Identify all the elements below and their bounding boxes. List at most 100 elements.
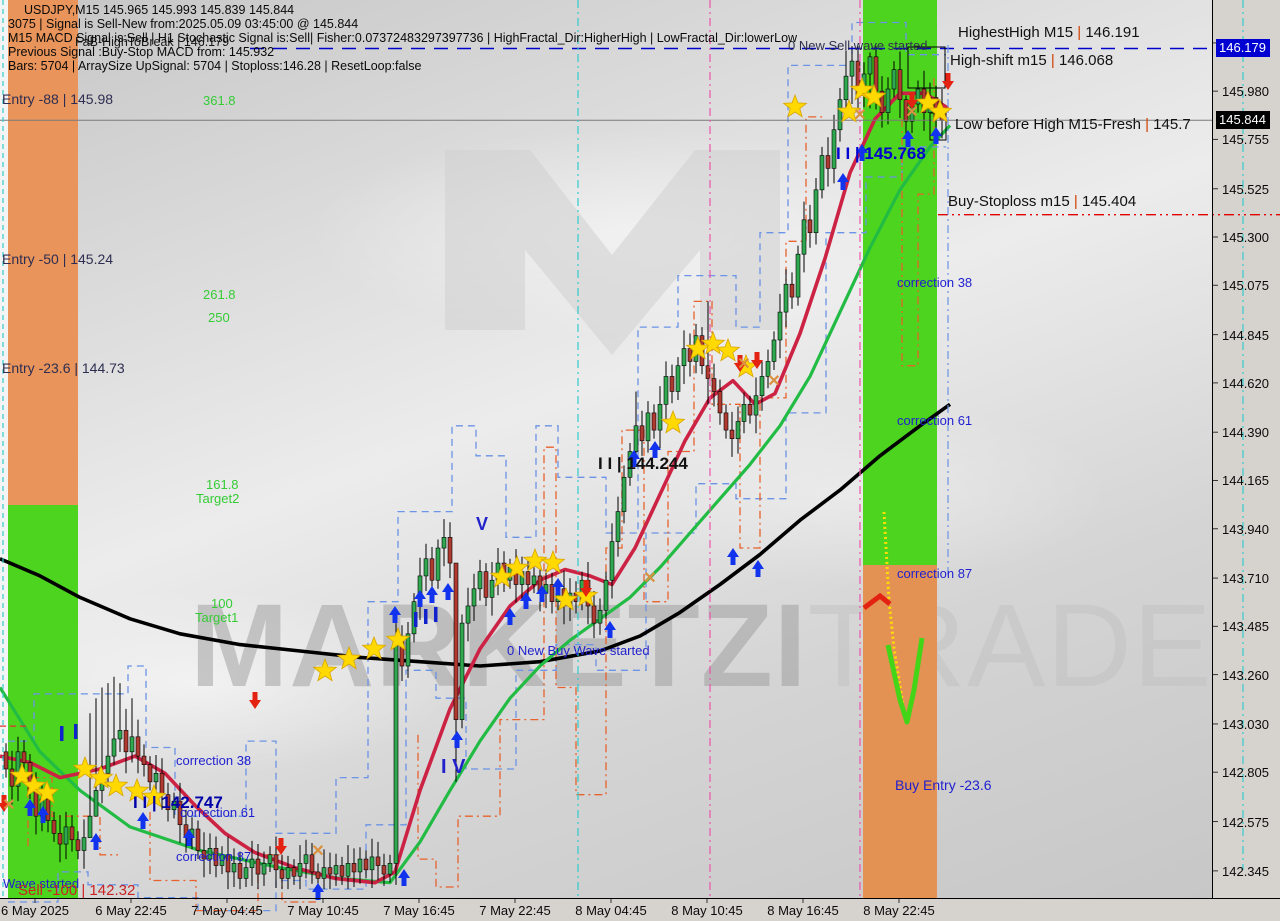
star-signal-icon xyxy=(700,330,726,355)
candle-body xyxy=(795,253,801,298)
candle-body xyxy=(345,863,351,877)
candle-body xyxy=(393,639,399,864)
candle-body xyxy=(207,848,213,860)
candle-body xyxy=(243,867,249,879)
sell-arrow-icon xyxy=(580,580,592,597)
star-signal-icon xyxy=(312,657,338,682)
candle-body xyxy=(807,219,813,234)
candle-body xyxy=(747,404,753,416)
candle-body xyxy=(159,772,165,796)
candle-body xyxy=(219,854,225,866)
signal-status-line: 3075 | Signal is Sell-New from:2025.05.0… xyxy=(8,17,359,31)
candle-body xyxy=(111,738,117,757)
candle-body xyxy=(723,412,729,431)
star-signal-icon xyxy=(849,76,875,101)
candle-body xyxy=(249,858,255,868)
correction-path-line xyxy=(27,776,118,856)
candle-body xyxy=(435,547,441,581)
candle-body xyxy=(609,541,615,581)
candle-body xyxy=(297,863,303,877)
candle-body xyxy=(135,736,141,757)
x-mark-icon: ✕ xyxy=(905,104,918,121)
candle-body xyxy=(669,376,675,392)
candle-body xyxy=(117,730,123,740)
fractal-channel-line xyxy=(8,146,946,912)
wave-count-bar xyxy=(424,609,428,624)
previous-signal-line: Previous Signal :Buy-Stop MACD from: 145… xyxy=(8,45,275,59)
buy-arrow-icon xyxy=(389,606,401,623)
star-signal-icon xyxy=(9,762,35,787)
candle-body xyxy=(51,820,57,834)
candle-body xyxy=(93,790,99,817)
candle-body xyxy=(387,863,393,875)
candle-body xyxy=(321,867,327,879)
trend-band xyxy=(8,0,78,505)
star-signal-icon xyxy=(21,772,47,797)
candle-body xyxy=(171,800,177,811)
candle-body xyxy=(531,575,537,585)
candle-body xyxy=(273,854,279,871)
buy-arrow-icon xyxy=(398,869,410,886)
candle-body xyxy=(201,850,207,860)
candle-body xyxy=(657,404,663,431)
buy-arrow-icon xyxy=(752,560,764,577)
candle-body xyxy=(471,588,477,607)
buy-arrow-icon xyxy=(451,731,463,748)
candle-body xyxy=(771,339,777,362)
star-signal-icon xyxy=(103,772,129,797)
candle-body xyxy=(315,871,321,879)
buy-arrow-icon xyxy=(90,833,102,850)
price-axis[interactable] xyxy=(1212,0,1280,898)
sell-arrow-icon xyxy=(942,73,954,90)
time-axis[interactable]: 6 May 2025 6 May 22:45 7 May 04:45 7 May 10… xyxy=(0,898,1280,921)
candle-body xyxy=(675,365,681,392)
candle-body xyxy=(465,605,471,624)
buy-arrow-icon xyxy=(504,608,516,625)
time-tick-label: 7 May 10:45 xyxy=(287,903,359,918)
candle-body xyxy=(477,571,483,590)
sell-arrow-icon xyxy=(275,838,287,855)
correction-path-line xyxy=(417,116,826,888)
candle-body xyxy=(777,311,783,341)
star-signal-icon xyxy=(836,98,862,123)
candle-body xyxy=(759,376,765,397)
candle-body xyxy=(663,376,669,405)
candle-body xyxy=(453,562,459,720)
candle-body xyxy=(195,828,201,851)
candle-body xyxy=(819,155,825,191)
signal-squiggle-green xyxy=(885,637,925,725)
buy-arrow-icon xyxy=(520,592,532,609)
candle-body xyxy=(801,219,807,255)
candle-body xyxy=(123,730,129,753)
buy-arrow-icon xyxy=(24,799,36,816)
x-mark-icon: ✕ xyxy=(311,843,324,860)
candle-body xyxy=(213,848,219,866)
candle-body xyxy=(405,633,411,667)
star-signal-icon xyxy=(553,586,579,611)
time-tick-label: 7 May 22:45 xyxy=(479,903,551,918)
candle-body xyxy=(597,609,603,624)
candle-body xyxy=(45,798,51,821)
candle-body xyxy=(615,511,621,542)
candle-body xyxy=(741,404,747,422)
fractal-channel-line xyxy=(8,21,946,834)
x-mark-icon: ✕ xyxy=(853,107,866,124)
x-mark-icon: ✕ xyxy=(643,570,656,587)
candle-body xyxy=(351,863,357,873)
buy-arrow-icon xyxy=(930,127,942,144)
candle-body xyxy=(153,772,159,783)
candle-body xyxy=(129,736,135,753)
candle-body xyxy=(753,395,759,416)
sell-arrow-icon xyxy=(0,795,10,812)
candle-body xyxy=(369,856,375,871)
candle-body xyxy=(489,579,495,598)
candle-body xyxy=(549,584,555,602)
candle-body xyxy=(327,867,333,875)
candle-body xyxy=(231,863,237,873)
candle-body xyxy=(651,412,657,431)
candle-body xyxy=(375,856,381,866)
indicator-status-line: M15 MACD Signal is:Sell | H1 Stochastic … xyxy=(8,31,798,45)
candle-body xyxy=(267,854,273,864)
trend-band xyxy=(863,565,937,898)
